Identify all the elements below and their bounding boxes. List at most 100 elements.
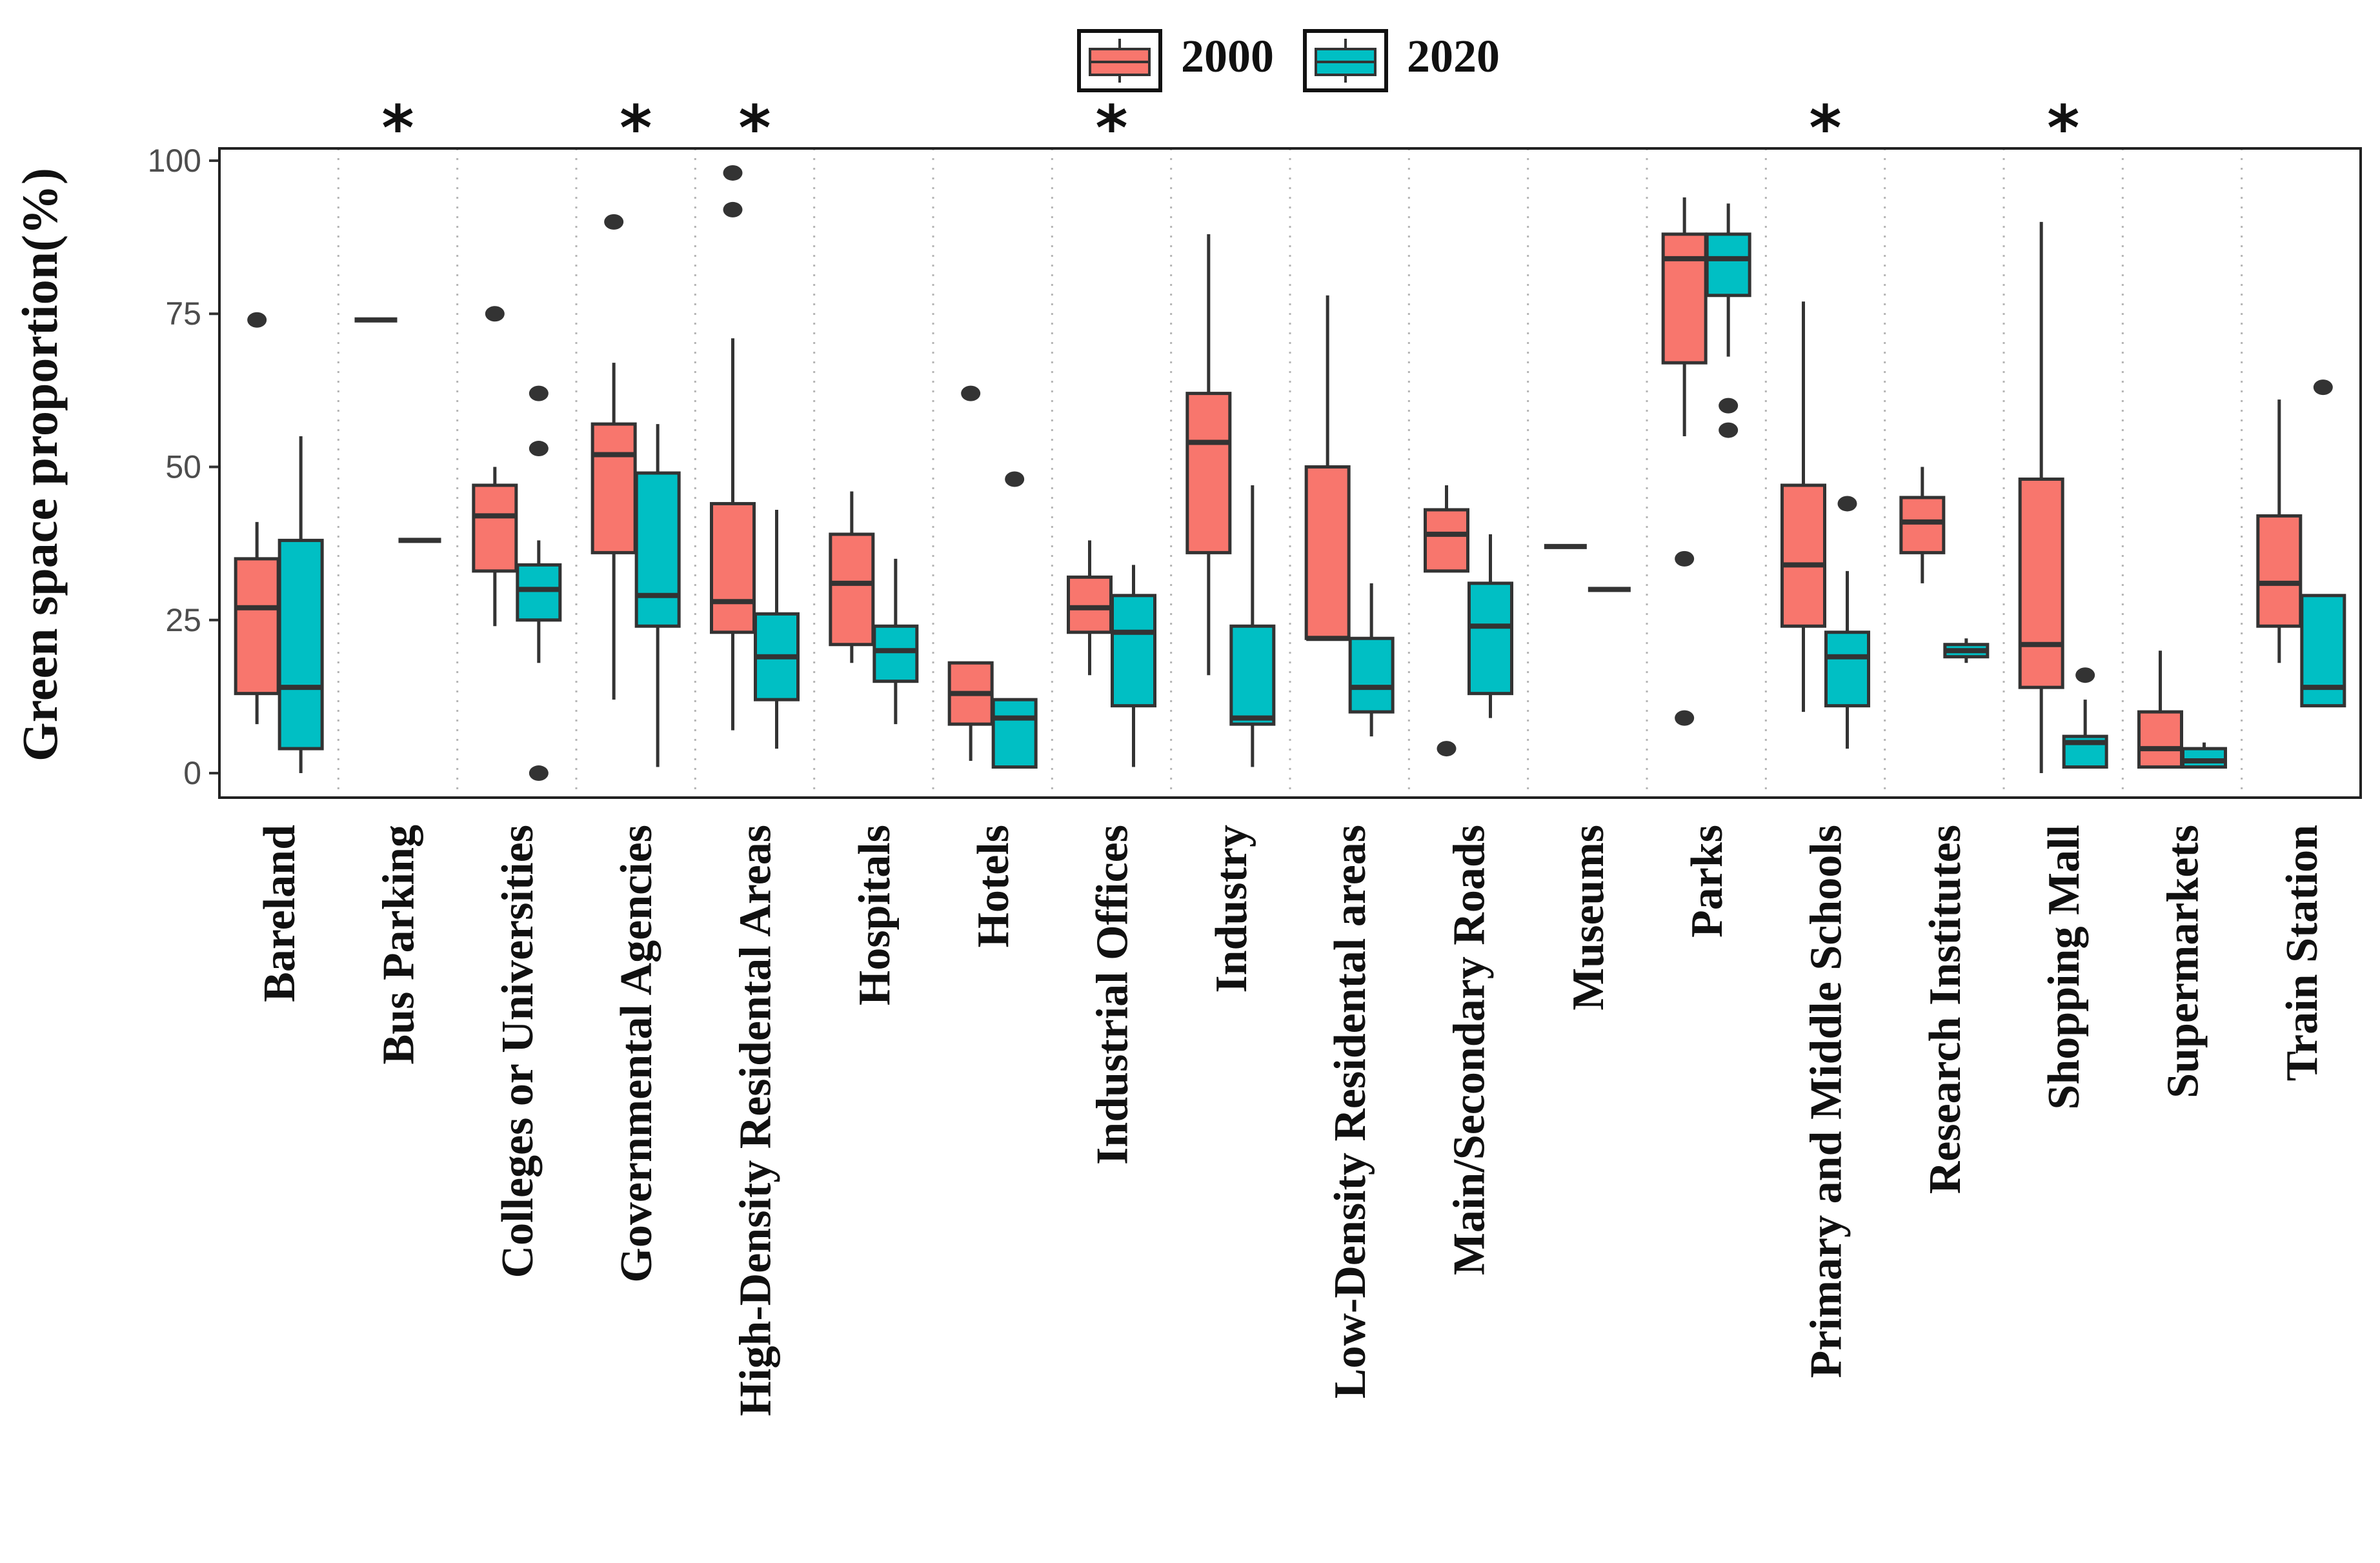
box-iqr <box>1467 581 1513 696</box>
box-2000-17 <box>2256 399 2303 663</box>
outlier-point <box>723 201 743 217</box>
box-2000-15 <box>2018 221 2064 774</box>
box-iqr <box>1304 465 1351 640</box>
significance-star: * <box>620 92 652 165</box>
y-tick-label: 50 <box>165 449 201 485</box>
box-2020-16 <box>2181 742 2227 769</box>
box-iqr <box>1424 508 1469 573</box>
x-tick-label: Shopping Mall <box>2039 825 2089 1110</box>
box-2000-14 <box>1899 467 1946 583</box>
outlier-point <box>2313 379 2333 396</box>
box-iqr <box>1348 636 1395 714</box>
significance-markers: * * * * * * <box>381 92 2079 165</box>
category-separators <box>337 148 2243 798</box>
box-iqr <box>1705 232 1751 297</box>
x-tick-label: Industrial Offices <box>1088 825 1138 1165</box>
box-iqr <box>634 471 681 628</box>
box-iqr <box>1111 594 1156 708</box>
box-2020-4 <box>754 509 800 749</box>
outlier-point <box>1675 710 1695 726</box>
outlier-point <box>247 312 267 328</box>
x-tick-label: Colleges or Universities <box>493 825 543 1278</box>
box-2000-13 <box>1780 301 1826 712</box>
box-iqr <box>710 501 756 634</box>
box-iqr <box>1824 630 1870 708</box>
x-tick-label: Low-Density Residental areas <box>1326 825 1375 1398</box>
outlier-point <box>723 165 743 181</box>
outlier-point <box>529 765 549 782</box>
y-tick-label: 100 <box>148 143 201 179</box>
significance-star: * <box>1095 92 1127 165</box>
box-2020-6 <box>991 471 1038 769</box>
box-2000-4 <box>710 165 756 731</box>
box-2020-17 <box>2300 379 2346 708</box>
y-axis-title: Green space proportion(%) <box>12 168 68 761</box>
box-iqr <box>2018 477 2064 689</box>
box-2020-12 <box>1705 203 1751 438</box>
significance-star: * <box>1809 92 1841 165</box>
outlier-point <box>1005 471 1025 487</box>
y-axis: 0 25 50 75 100 <box>148 143 219 791</box>
x-tick-label: Parks <box>1682 825 1732 938</box>
box-iqr <box>590 422 637 554</box>
box-2020-15 <box>2062 667 2108 769</box>
x-tick-label: Governmental Agencies <box>612 825 661 1283</box>
box-2020-5 <box>872 558 919 725</box>
legend-item-2000: 2000 <box>1077 29 1274 92</box>
box-iqr <box>2181 747 2227 769</box>
box-2000-2 <box>472 306 518 627</box>
box-iqr <box>991 698 1038 769</box>
x-tick-label: Research Institutes <box>1921 825 1970 1194</box>
y-tick-label: 25 <box>165 602 201 638</box>
box-iqr <box>1780 483 1826 628</box>
box-iqr <box>1661 232 1708 365</box>
significance-star: * <box>738 92 771 165</box>
outlier-point <box>961 385 981 401</box>
box-iqr <box>1067 575 1113 634</box>
box-iqr <box>2137 710 2183 769</box>
box-2020-2 <box>516 385 562 782</box>
legend-item-2020: 2020 <box>1303 29 1500 92</box>
x-tick-label: Hotels <box>969 825 1018 948</box>
box-iqr <box>234 557 280 696</box>
outlier-point <box>529 441 549 457</box>
outlier-point <box>1837 496 1857 512</box>
x-tick-label: Museums <box>1564 825 1613 1011</box>
significance-star: * <box>381 92 414 165</box>
box-2000-16 <box>2137 650 2183 769</box>
box-2020-10 <box>1467 534 1513 718</box>
legend-label-2000: 2000 <box>1181 30 1274 82</box>
box-iqr <box>872 624 919 683</box>
box-2020-13 <box>1824 496 1870 749</box>
box-iqr <box>1229 624 1276 726</box>
outlier-point <box>1719 422 1739 438</box>
x-tick-label: Hospitals <box>850 825 900 1005</box>
x-tick-label: Supermarkets <box>2159 825 2208 1098</box>
x-tick-label: Main/Secondary Roads <box>1445 825 1495 1275</box>
box-2020-9 <box>1348 583 1395 737</box>
outlier-point <box>529 385 549 401</box>
box-2000-12 <box>1661 197 1708 726</box>
box-2020-8 <box>1229 485 1276 767</box>
box-layer <box>234 165 2346 782</box>
x-tick-label: Train Station <box>2277 825 2327 1081</box>
y-tick-label: 75 <box>165 296 201 332</box>
box-iqr <box>1185 392 1232 554</box>
box-iqr <box>2256 514 2303 628</box>
box-iqr <box>1899 496 1946 554</box>
x-tick-label: Bus Parking <box>374 825 424 1065</box>
x-tick-label: Industry <box>1207 825 1256 993</box>
outlier-point <box>1719 398 1739 414</box>
box-2000-5 <box>829 491 875 663</box>
outlier-point <box>1675 550 1695 567</box>
box-iqr <box>516 563 562 622</box>
outlier-point <box>2075 667 2095 683</box>
box-2000-7 <box>1067 540 1113 676</box>
legend-label-2020: 2020 <box>1407 30 1500 82</box>
box-2000-10 <box>1424 485 1469 757</box>
box-2000-8 <box>1185 234 1232 676</box>
box-iqr <box>277 538 324 751</box>
y-tick-label: 0 <box>183 755 201 791</box>
x-axis-labels: Bareland Bus Parking Colleges or Universit… <box>255 825 2327 1417</box>
